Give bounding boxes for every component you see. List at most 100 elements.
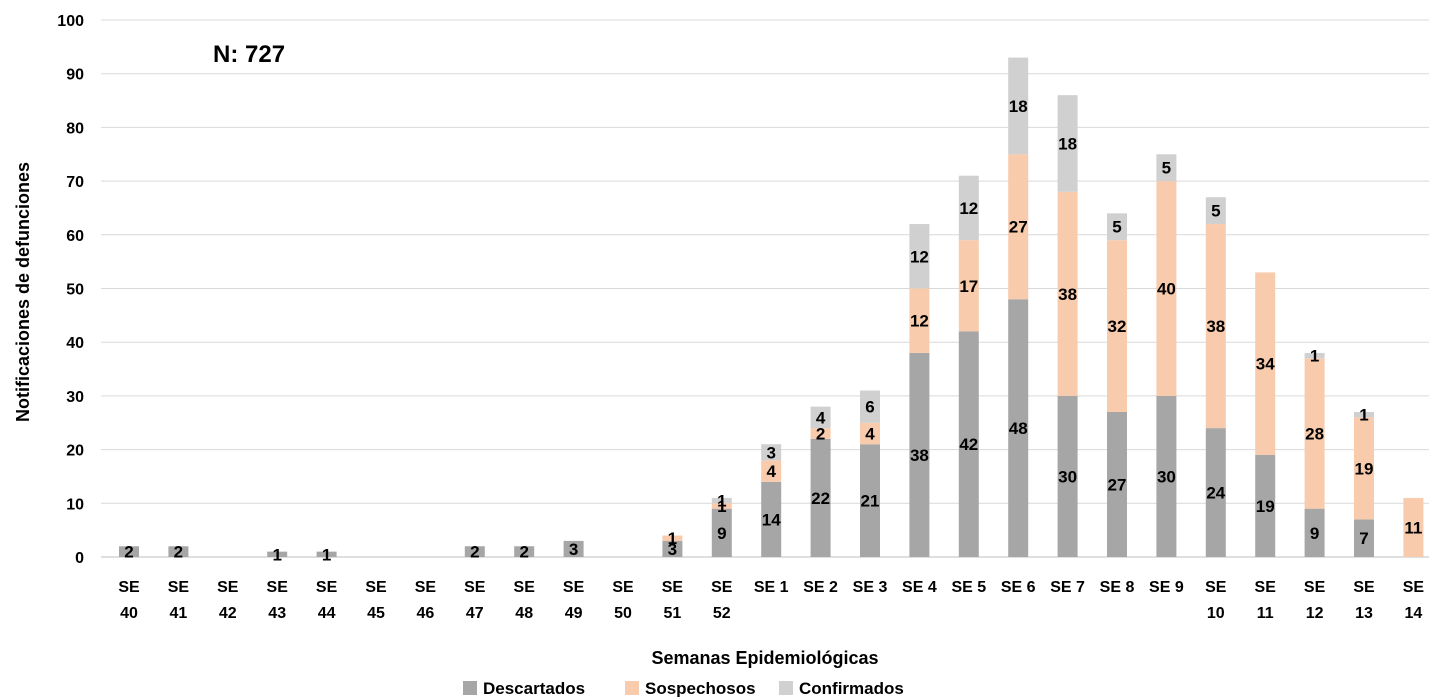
- data-label: 2: [816, 424, 825, 443]
- data-label: 38: [1206, 317, 1225, 336]
- x-tick-label: SE 5: [951, 579, 986, 596]
- data-label: 32: [1108, 317, 1127, 336]
- data-label: 24: [1206, 484, 1225, 503]
- bar-segment-descartados: [860, 444, 880, 557]
- bar-segment-descartados: [563, 540, 584, 557]
- bar-segment-confirmados: [1304, 352, 1325, 359]
- data-label: 7: [1359, 529, 1368, 548]
- bar-segment-descartados: [958, 331, 979, 557]
- data-label: 12: [959, 199, 978, 218]
- data-label: 12: [910, 312, 929, 331]
- data-label: 2: [470, 543, 479, 562]
- x-tick-label: SE 7: [1050, 579, 1085, 596]
- data-label: 4: [766, 462, 776, 481]
- data-label: 38: [910, 446, 929, 465]
- bar-segment-descartados: [464, 546, 485, 557]
- bar-segment-descartados: [514, 546, 535, 557]
- y-tick-label: 30: [66, 389, 84, 406]
- legend-swatch-sospechosos: [625, 681, 639, 695]
- data-label: 3: [569, 540, 578, 559]
- bar-segment-confirmados: [860, 390, 880, 423]
- data-label: 4: [816, 408, 826, 427]
- bar-segment-descartados: [662, 540, 683, 557]
- x-tick-label: SE 48: [514, 579, 536, 622]
- bar-segment-sospechosos: [1403, 497, 1424, 557]
- bar-segment-descartados: [909, 352, 930, 557]
- x-tick-label: SE 50: [612, 579, 634, 622]
- bar-segment-descartados: [1255, 454, 1276, 557]
- data-label: 3: [766, 443, 775, 462]
- data-label: 19: [1256, 497, 1275, 516]
- x-tick-label: SE 44: [316, 579, 338, 622]
- data-label: 1: [322, 545, 331, 564]
- y-axis-ticks: 0 10 20 30 40 50 60 70 80 90 100: [57, 13, 84, 567]
- data-label: 1: [717, 497, 726, 516]
- x-tick-label: SE 8: [1100, 579, 1135, 596]
- data-label: 28: [1305, 424, 1324, 443]
- data-label: 38: [1058, 285, 1077, 304]
- data-label: 48: [1009, 419, 1028, 438]
- y-tick-label: 0: [75, 550, 84, 567]
- x-tick-label: SE 13: [1353, 579, 1375, 622]
- data-label: 1: [668, 529, 677, 548]
- data-label: 22: [811, 489, 830, 508]
- x-tick-label: SE 46: [415, 579, 437, 622]
- bar-segment-descartados: [761, 481, 782, 557]
- bar-segment-confirmados: [810, 406, 831, 429]
- bar-segment-sospechosos: [1205, 224, 1226, 429]
- bar-segment-confirmados: [1057, 95, 1078, 192]
- data-label: 9: [1310, 524, 1319, 543]
- x-tick-label: SE 52: [711, 579, 733, 622]
- data-label: 1: [717, 492, 726, 511]
- x-axis-title: Semanas Epidemiológicas: [651, 648, 878, 668]
- bar-segment-confirmados: [909, 224, 930, 289]
- data-label: 5: [1162, 159, 1171, 178]
- bar-segment-descartados: [1008, 299, 1029, 557]
- bar-segment-sospechosos: [1304, 358, 1325, 509]
- x-tick-label: SE 4: [902, 579, 937, 596]
- x-tick-label: SE 42: [217, 579, 239, 622]
- legend-label-descartados: Descartados: [483, 679, 585, 697]
- data-label: 12: [910, 247, 929, 266]
- y-tick-label: 50: [66, 282, 84, 299]
- x-tick-label: SE 43: [267, 579, 289, 622]
- data-label: 2: [519, 543, 528, 562]
- data-label: 34: [1256, 355, 1275, 374]
- bar-segment-sospechosos: [1255, 272, 1276, 455]
- y-tick-label: 80: [66, 120, 84, 137]
- x-tick-label: SE 47: [464, 579, 486, 622]
- data-label: 19: [1355, 459, 1374, 478]
- x-tick-label: SE 49: [563, 579, 585, 622]
- y-tick-label: 90: [66, 67, 84, 84]
- bar-segment-confirmados: [761, 444, 782, 461]
- bar-segment-sospechosos: [1057, 191, 1078, 396]
- data-label: 1: [272, 545, 281, 564]
- bar-segment-sospechosos: [1156, 181, 1177, 396]
- bar-segment-sospechosos: [958, 240, 979, 332]
- bar-segment-confirmados: [1205, 197, 1226, 225]
- bar-segment-descartados: [1304, 508, 1325, 557]
- data-label: 18: [1009, 97, 1028, 116]
- bar-segment-sospechosos: [860, 422, 880, 445]
- bar-segment-descartados: [316, 551, 337, 557]
- bar-segment-confirmados: [1107, 213, 1127, 241]
- data-label: 14: [762, 510, 781, 529]
- bar-segment-descartados: [711, 508, 732, 557]
- x-axis-ticks: SE 40 SE 41 SE 42 SE 43 SE 44 SE 45 SE 46 SE 47 SE 48 SE 49…: [118, 579, 1424, 622]
- bar-segment-sospechosos: [662, 535, 683, 541]
- bar-segment-sospechosos: [909, 288, 930, 353]
- bar-segment-confirmados: [1008, 57, 1029, 155]
- data-label: 27: [1108, 476, 1127, 495]
- x-tick-label: SE 40: [118, 579, 140, 622]
- bar-segment-confirmados: [1156, 154, 1177, 182]
- data-label: 42: [959, 435, 978, 454]
- data-label: 30: [1058, 467, 1077, 486]
- x-tick-label: SE 12: [1304, 579, 1326, 622]
- x-tick-label: SE 51: [662, 579, 684, 622]
- data-label: 27: [1009, 218, 1028, 237]
- bar-segment-sospechosos: [810, 428, 831, 439]
- bar-segment-descartados: [1107, 412, 1127, 557]
- legend-label-sospechosos: Sospechosos: [645, 679, 756, 697]
- y-tick-label: 40: [66, 335, 84, 352]
